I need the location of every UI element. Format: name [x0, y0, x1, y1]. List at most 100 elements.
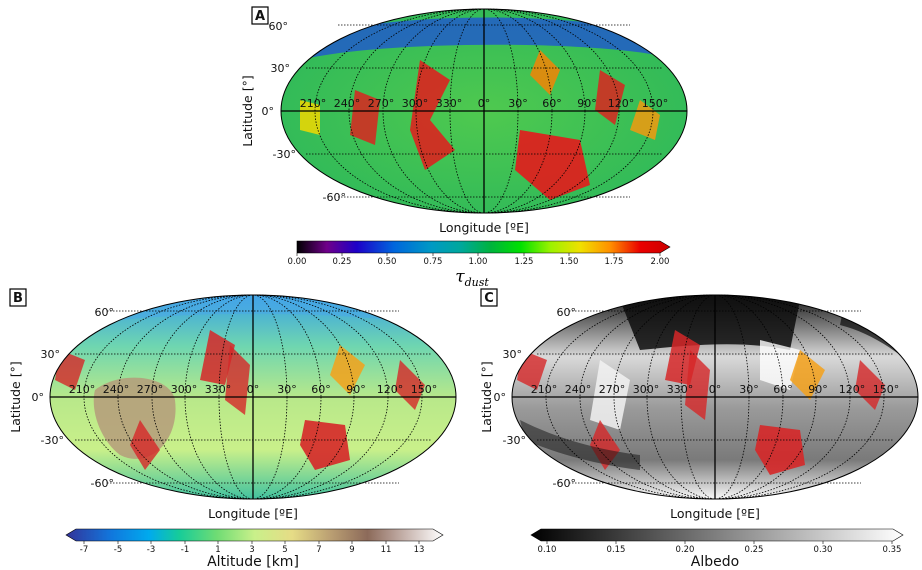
panel-b-lon-label: 0°: [247, 383, 260, 396]
panel-c-cbar-tick: 0.10: [538, 545, 557, 555]
panel-a-lat-30: 30°: [271, 62, 291, 75]
panel-c-lat-60: 60°: [557, 306, 577, 319]
panel-b-lon-label: 270°: [137, 383, 164, 396]
panel-a-cbar-tick: 0.75: [424, 257, 443, 267]
panel-b-lon-labels: 210° 240° 270° 300° 330° 0° 30° 60° 90° …: [69, 383, 438, 396]
panel-b-cbar-tick: 7: [316, 545, 321, 555]
panel-b: B 60° 30° 0°: [8, 288, 457, 570]
panel-c-lon-label: 0°: [709, 383, 722, 396]
panel-a-xlabel: Longitude [ºE]: [439, 220, 529, 235]
panel-b-cbar-title: Altitude [km]: [207, 554, 299, 570]
panel-a-cbar-title: τdust: [455, 267, 489, 289]
panel-b-lon-label: 330°: [205, 383, 232, 396]
panel-b-colorbar-ticks: [83, 541, 420, 544]
panel-a-ylabel: Latitude [°]: [240, 75, 255, 146]
panel-a-lon-label: 30°: [508, 97, 528, 110]
panel-a-lat-m30: -30°: [273, 148, 296, 161]
panel-c-lon-label: 90°: [808, 383, 828, 396]
panel-c-cbar-tick: 0.30: [814, 545, 833, 555]
panel-b-outline: [49, 294, 457, 500]
panel-c-lon-label: 150°: [873, 383, 900, 396]
panel-a-lon-labels: 210° 240° 270° 300° 330° 0° 30° 60° 90° …: [300, 97, 669, 110]
panel-c-cbar-tick: 0.15: [607, 545, 626, 555]
panel-b-cbar-tick: 9: [349, 545, 354, 555]
panel-a-lon-label: 300°: [402, 97, 429, 110]
panel-c-ylabel: Latitude [°]: [479, 361, 494, 432]
panel-b-cbar-tick: -5: [114, 545, 122, 555]
panel-a-label-box: A: [251, 6, 269, 25]
panel-a-lon-label: 90°: [577, 97, 597, 110]
panel-a-lon-label: 150°: [642, 97, 669, 110]
panel-a-cbar-tick: 1.75: [605, 257, 624, 267]
panel-b-cbar-tick: 5: [282, 545, 287, 555]
panel-a-cbar-tick: 1.50: [560, 257, 579, 267]
panel-c-xlabel: Longitude [ºE]: [670, 506, 760, 521]
panel-c-label-box: C: [480, 288, 498, 307]
panel-b-label: B: [13, 291, 23, 306]
panel-a-cbar-tick: 1.00: [469, 257, 488, 267]
panel-b-lat-m30: -30°: [41, 434, 64, 447]
panel-c-lat-30: 30°: [503, 348, 523, 361]
panel-c-lon-label: 330°: [667, 383, 694, 396]
panel-c-lon-label: 30°: [739, 383, 759, 396]
panel-b-ylabel: Latitude [°]: [8, 361, 23, 432]
panel-b-lon-label: 150°: [411, 383, 438, 396]
panel-c-lon-label: 240°: [565, 383, 592, 396]
panel-a-cbar-tick: 0.00: [288, 257, 307, 267]
panel-b-lon-label: 90°: [346, 383, 366, 396]
panel-a-colorbar-ticks: [296, 253, 661, 256]
panel-a-lon-label: 0°: [478, 97, 491, 110]
panel-b-lat-0: 0°: [32, 391, 45, 404]
panel-c-lon-label: 120°: [839, 383, 866, 396]
panel-b-cbar-tick: -1: [181, 545, 189, 555]
panel-b-colorbar: -7 -5 -3 -1 1 3 5 7 9 11 13 Altitude [km…: [65, 528, 444, 570]
panel-c-lon-label: 210°: [531, 383, 558, 396]
panel-c-lat-m30: -30°: [503, 434, 526, 447]
panel-b-cbar-tick: 11: [381, 545, 392, 555]
panel-c-lon-label: 300°: [633, 383, 660, 396]
panel-b-cbar-tick: -7: [80, 545, 88, 555]
panel-b-lon-label: 300°: [171, 383, 198, 396]
panel-a-lon-label: 270°: [368, 97, 395, 110]
panel-b-label-box: B: [9, 288, 27, 307]
panel-c-cbar-title: Albedo: [691, 554, 739, 570]
panel-a-cbar-tick: 2.00: [651, 257, 670, 267]
panel-a-lat-m60: -60°: [323, 191, 346, 204]
panel-a-lon-label: 120°: [608, 97, 635, 110]
panel-a-lon-label: 240°: [334, 97, 361, 110]
panel-c-cbar-tick: 0.35: [883, 545, 902, 555]
panel-c: C: [479, 288, 919, 570]
panel-a-cbar-tick: 0.25: [333, 257, 352, 267]
panel-c-outline: [511, 294, 919, 500]
panel-a-colorbar: 0.00 0.25 0.50 0.75 1.00 1.25 1.50 1.75 …: [288, 240, 671, 289]
panel-b-lon-label: 240°: [103, 383, 130, 396]
panel-c-label: C: [484, 291, 494, 306]
panel-b-cbar-tick: -3: [147, 545, 155, 555]
panel-b-cbar-tick: 1: [215, 545, 220, 555]
panel-a-outline: [280, 8, 688, 214]
panel-c-cbar-tick: 0.25: [745, 545, 764, 555]
panel-b-lon-label: 30°: [277, 383, 297, 396]
panel-b-lat-30: 30°: [41, 348, 61, 361]
panel-c-lon-label: 60°: [773, 383, 793, 396]
panel-a-cbar-tick: 0.50: [378, 257, 397, 267]
panel-a-lon-label: 60°: [542, 97, 562, 110]
panel-b-lat-60: 60°: [95, 306, 115, 319]
panel-b-lon-label: 210°: [69, 383, 96, 396]
panel-a-label: A: [255, 9, 265, 24]
panel-b-cbar-tick: 3: [249, 545, 254, 555]
panel-a-lat-60: 60°: [269, 20, 289, 33]
panel-c-colorbar-ticks: [546, 541, 893, 544]
panel-c-lon-label: 270°: [599, 383, 626, 396]
panel-a-lon-label: 330°: [436, 97, 463, 110]
panel-c-lon-labels: 210° 240° 270° 300° 330° 0° 30° 60° 90° …: [531, 383, 900, 396]
panel-a-cbar-tick: 1.25: [515, 257, 534, 267]
panel-c-lat-m60: -60°: [553, 477, 576, 490]
panel-a-lon-label: 210°: [300, 97, 327, 110]
panel-b-lon-label: 120°: [377, 383, 404, 396]
panel-b-lat-m60: -60°: [91, 477, 114, 490]
panel-b-cbar-tick: 13: [414, 545, 425, 555]
panel-c-cbar-tick: 0.20: [676, 545, 695, 555]
panel-a-lat-0: 0°: [262, 105, 275, 118]
